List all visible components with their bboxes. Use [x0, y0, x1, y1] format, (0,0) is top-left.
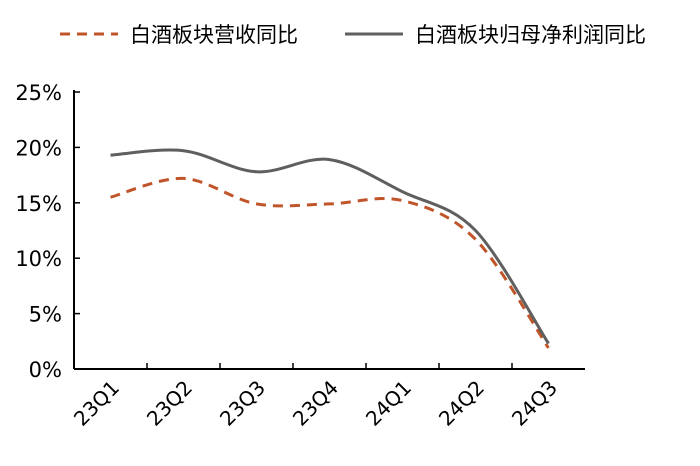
- y-tick-label: 5%: [29, 303, 62, 327]
- series-line-0: [110, 176, 550, 349]
- series-line-1: [110, 148, 550, 345]
- legend-label: 白酒板块归母净利润同比: [415, 23, 646, 47]
- x-tick-label: 23Q4: [288, 376, 343, 431]
- legend-label: 白酒板块营收同比: [130, 23, 298, 47]
- x-tick-label: 23Q2: [142, 376, 197, 431]
- x-tick-label: 24Q1: [361, 376, 416, 431]
- y-tick-label: 20%: [15, 136, 62, 160]
- x-tick-label: 23Q1: [69, 376, 124, 431]
- x-tick-label: 24Q2: [434, 376, 489, 431]
- x-tick-label: 23Q3: [215, 376, 270, 431]
- y-tick-label: 10%: [15, 247, 62, 271]
- y-tick-label: 15%: [15, 192, 62, 216]
- x-tick-label: 24Q3: [507, 376, 562, 431]
- y-tick-label: 25%: [15, 81, 62, 105]
- y-tick-label: 0%: [29, 358, 62, 382]
